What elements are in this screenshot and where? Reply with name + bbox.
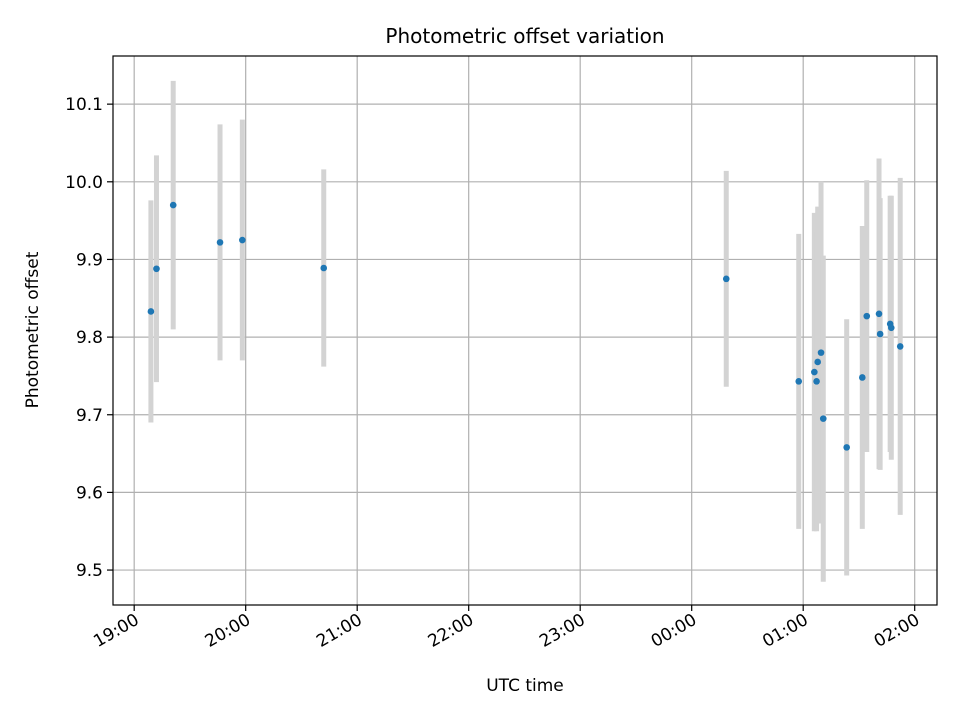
data-point bbox=[896, 343, 904, 350]
y-axis-label: Photometric offset bbox=[23, 251, 43, 408]
data-point bbox=[216, 239, 224, 246]
data-point bbox=[863, 312, 871, 320]
data-point bbox=[722, 275, 730, 283]
data-point bbox=[887, 324, 895, 332]
chart-title: Photometric offset variation bbox=[385, 24, 664, 48]
data-point bbox=[858, 374, 866, 381]
x-axis-label: UTC time bbox=[486, 676, 564, 696]
y-tick-label: 10.0 bbox=[65, 173, 103, 193]
y-tick-label: 9.9 bbox=[76, 250, 103, 270]
data-point bbox=[169, 201, 177, 209]
data-point bbox=[843, 444, 850, 451]
y-tick-label: 9.7 bbox=[76, 406, 103, 426]
y-axis: 9.5 9.6 9.7 9.8 9.9 10.0 10.1 bbox=[65, 95, 113, 581]
data-point bbox=[239, 236, 246, 244]
data-point bbox=[817, 349, 825, 356]
y-tick-label: 10.1 bbox=[65, 95, 103, 115]
data-point bbox=[875, 310, 883, 318]
data-point bbox=[876, 330, 884, 338]
data-point bbox=[814, 358, 821, 366]
y-tick-label: 9.8 bbox=[76, 328, 103, 348]
data-point bbox=[320, 264, 328, 272]
data-point bbox=[153, 265, 160, 273]
y-tick-label: 9.6 bbox=[76, 483, 103, 503]
data-point bbox=[819, 415, 827, 422]
data-point bbox=[811, 368, 818, 376]
data-point bbox=[795, 378, 803, 385]
y-tick-label: 9.5 bbox=[76, 561, 103, 581]
plot-frame bbox=[112, 55, 938, 606]
data-point bbox=[813, 378, 820, 385]
data-points bbox=[147, 201, 904, 451]
data-point bbox=[147, 308, 155, 315]
grid bbox=[113, 56, 937, 605]
